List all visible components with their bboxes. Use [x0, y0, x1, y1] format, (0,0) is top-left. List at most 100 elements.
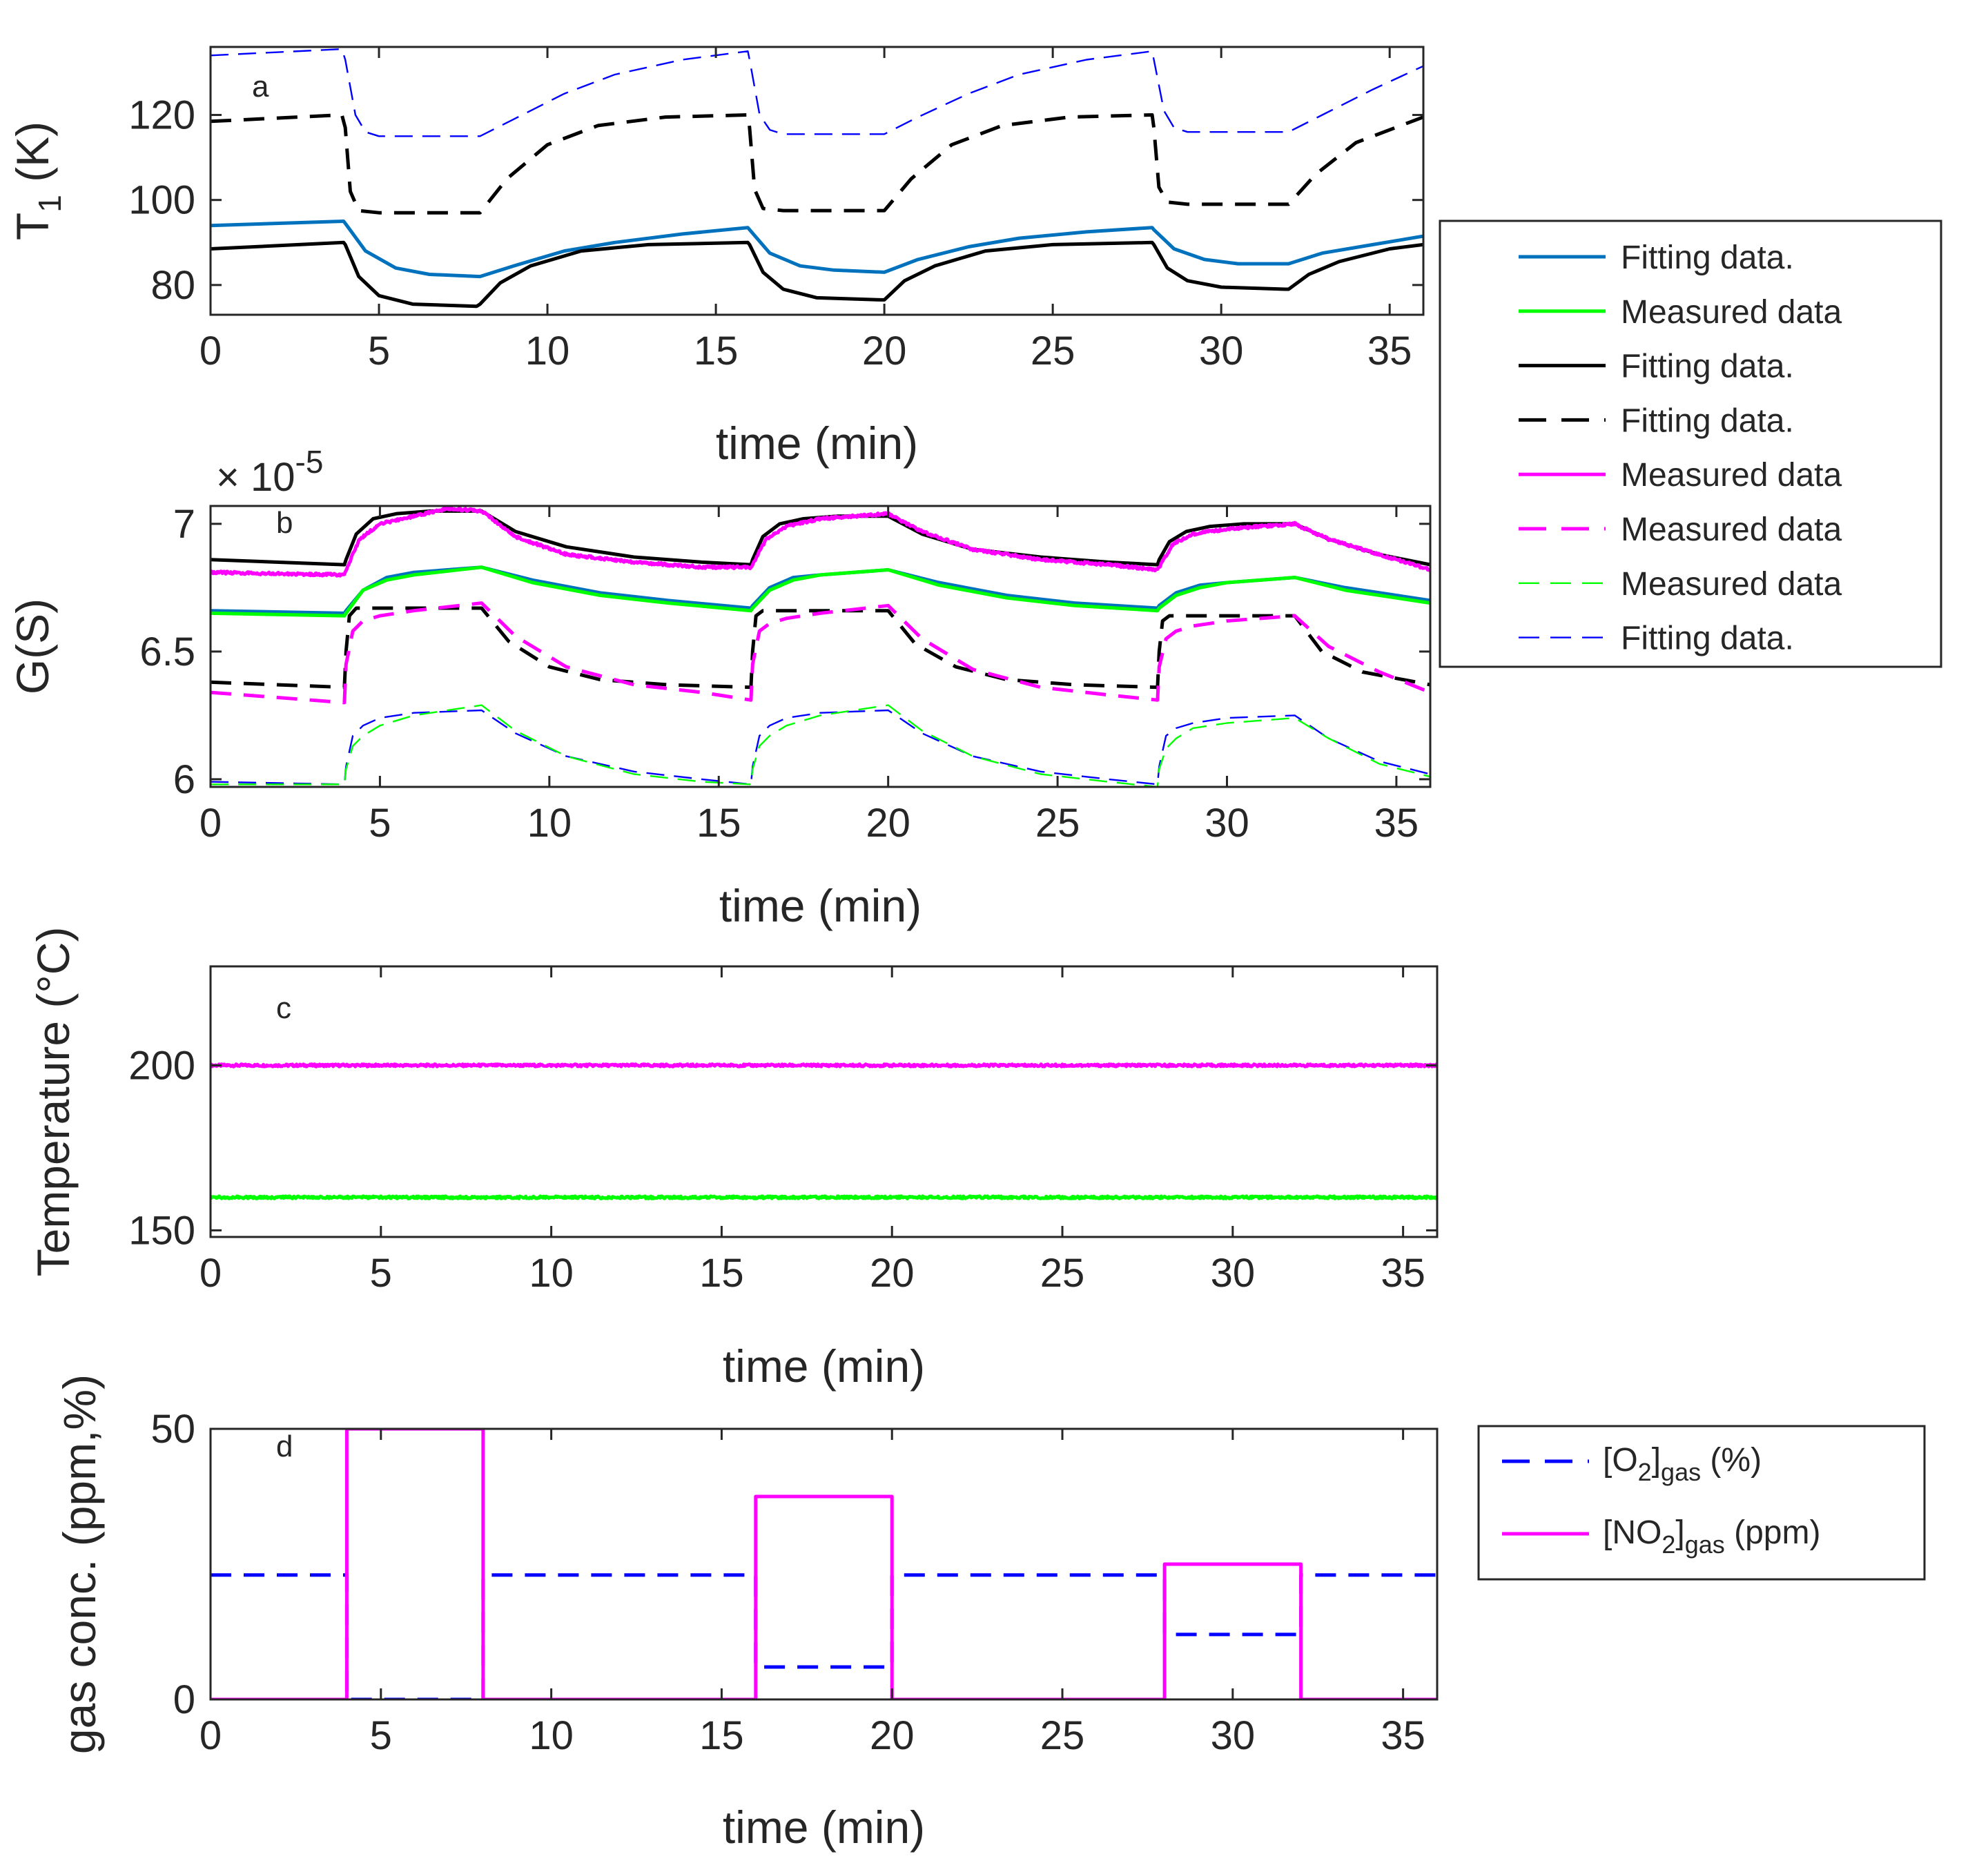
x-tick-label: 30: [1205, 801, 1249, 846]
y-label-sub: 1: [32, 195, 68, 213]
x-tick-label: 15: [694, 329, 739, 373]
series-line-b-7: [211, 506, 1430, 578]
x-tick-label: 20: [870, 1713, 915, 1758]
y-axis-label: Temperature (°C): [28, 927, 79, 1277]
y-tick-label: 150: [128, 1208, 195, 1253]
legend-top-label-3: Fitting data.: [1621, 402, 1794, 439]
x-tick-label: 10: [529, 1713, 574, 1758]
panel-letter: d: [276, 1430, 293, 1463]
x-tick-label: 5: [368, 329, 390, 373]
legend-main: [NO: [1603, 1514, 1661, 1551]
axes-box: [209, 1427, 1439, 1701]
legend-top-label-5: Measured data: [1621, 511, 1842, 548]
legend-top-label-0: Fitting data.: [1621, 240, 1794, 276]
series-line-c-0: [211, 1062, 1437, 1069]
series-line-d-1: [211, 1429, 1437, 1699]
x-tick-label: 35: [1374, 801, 1419, 846]
y-tick-label: 6.5: [139, 630, 195, 674]
exponent-power: -5: [295, 444, 324, 480]
x-tick-label: 25: [1031, 329, 1075, 373]
panel-c: 0 5 10 15 20 25 30 35 150 200 time (min) Temperatur…: [28, 927, 1439, 1392]
x-tick-label: 5: [370, 1713, 392, 1758]
panel-letter: a: [252, 70, 269, 104]
x-tick-label: 30: [1211, 1251, 1256, 1296]
x-tick-label: 5: [370, 1251, 392, 1296]
legend-main: [O: [1603, 1442, 1638, 1479]
x-tick-label: 30: [1199, 329, 1244, 373]
y-tick-label: 200: [128, 1043, 195, 1088]
axes-box: [209, 505, 1432, 788]
legend-sub2: gas: [1661, 1458, 1701, 1486]
legend-sub2: gas: [1685, 1530, 1725, 1559]
x-tick-label: 25: [1040, 1713, 1085, 1758]
y-tick-label: 0: [173, 1677, 195, 1722]
x-axis-label: time (min): [723, 1802, 925, 1853]
legend-top-label-6: Measured data: [1621, 566, 1842, 603]
legend-bottom-label-0: [O2]gas (%): [1603, 1442, 1762, 1486]
y-label-main: T: [7, 213, 58, 240]
y-tick-label: 50: [150, 1407, 195, 1452]
x-tick-label: 15: [699, 1713, 744, 1758]
legend-top-box: [1439, 220, 1942, 668]
series-line-b-5: [211, 565, 1430, 618]
series-layer: [211, 506, 1430, 787]
series-layer: [211, 48, 1423, 309]
x-tick-label: 25: [1040, 1251, 1085, 1296]
axes-box: [209, 965, 1439, 1238]
x-tick-label: 5: [369, 801, 391, 846]
legend-top-label-4: Measured data: [1621, 457, 1842, 494]
legend-sub1: 2: [1661, 1530, 1675, 1559]
y-tick-label: 120: [128, 93, 195, 138]
x-axis-label: time (min): [716, 418, 918, 469]
x-tick-label: 20: [870, 1251, 915, 1296]
legend-tail: (%): [1701, 1442, 1762, 1479]
x-tick-label: 20: [866, 801, 910, 846]
exponent-base: × 10: [216, 455, 295, 500]
legend-bottom-label-1: [NO2]gas (ppm): [1603, 1514, 1820, 1559]
y-exponent-label: × 10-5: [216, 444, 323, 500]
legend-mid: ]: [1675, 1514, 1684, 1551]
y-tick-label: 100: [128, 178, 195, 223]
series-line-b-2: [211, 606, 1430, 690]
x-tick-label: 35: [1381, 1251, 1425, 1296]
y-axis-label: gas conc. (ppm,%): [54, 1374, 105, 1754]
legend-top-label-2: Fitting data.: [1621, 349, 1794, 385]
legend-top: Fitting data. Measured data Fitting data. F…: [1439, 220, 1942, 668]
plot-area: [211, 966, 1437, 1237]
panel-a: 0 5 10 15 20 25 30 35 80 100 120 time (min) T1 (K) a: [7, 46, 1425, 469]
legend-bottom: [O2]gas (%)[NO2]gas (ppm): [1477, 1425, 1926, 1581]
series-line-a-0: [211, 48, 1423, 137]
x-tick-label: 30: [1211, 1713, 1256, 1758]
x-tick-label: 20: [862, 329, 907, 373]
series-line-b-3: [211, 601, 1430, 705]
x-tick-label: 0: [199, 1251, 222, 1296]
x-tick-label: 0: [199, 1713, 222, 1758]
x-tick-label: 0: [199, 801, 222, 846]
plot-area: [211, 47, 1423, 315]
axes-box: [209, 46, 1425, 316]
legend-top-label-7: Fitting data.: [1621, 621, 1794, 657]
y-label-tail: (K): [7, 121, 58, 195]
series-line-a-1: [211, 113, 1423, 215]
x-tick-label: 10: [529, 1251, 574, 1296]
series-line-a-2: [211, 220, 1423, 279]
legend-tail: (ppm): [1725, 1514, 1821, 1551]
y-tick-label: 6: [173, 757, 195, 802]
panel-letter: c: [276, 991, 291, 1025]
x-tick-label: 10: [527, 801, 572, 846]
series-line-d-0: [211, 1573, 1437, 1699]
x-tick-label: 15: [696, 801, 741, 846]
legend-top-label-1: Measured data: [1621, 294, 1842, 331]
legend-mid: ]: [1652, 1442, 1661, 1479]
series-line-b-0: [211, 709, 1430, 786]
x-tick-label: 10: [525, 329, 570, 373]
panel-d: 0 5 10 15 20 25 30 35 0 50 time (min) gas conc. (pp…: [54, 1374, 1439, 1853]
x-tick-label: 35: [1381, 1713, 1425, 1758]
series-layer: [211, 1429, 1437, 1699]
x-axis-label: time (min): [719, 880, 922, 931]
y-axis-label: G(S): [7, 598, 58, 694]
panel-letter: b: [276, 506, 293, 540]
